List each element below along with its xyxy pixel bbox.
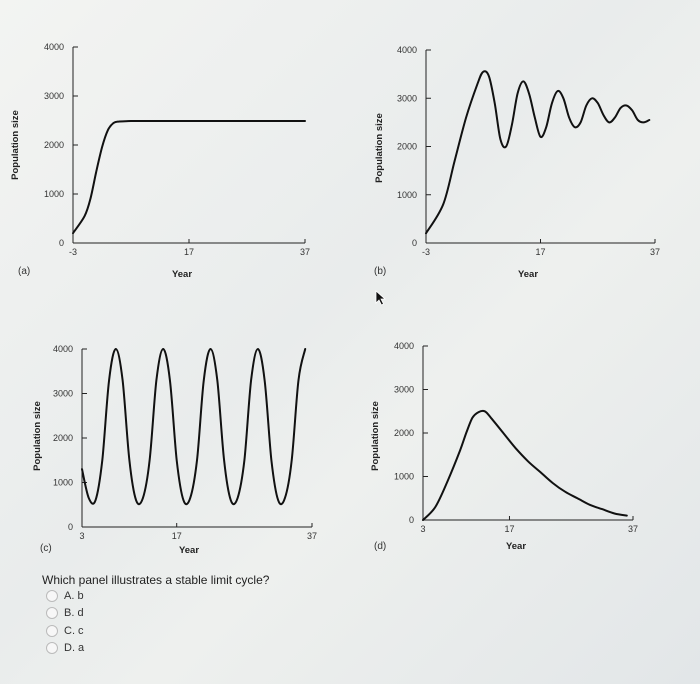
y-axis-title-b: Population size (374, 113, 385, 183)
x-tick-label-a: 17 (184, 247, 194, 257)
y-tick-label-d: 0 (409, 515, 414, 525)
panel-label-c: (c) (40, 543, 52, 554)
y-tick-label-a: 4000 (44, 42, 64, 52)
option-b[interactable]: B. d (46, 605, 84, 621)
y-tick-label-b: 3000 (397, 93, 417, 103)
population-curve-b (425, 70, 651, 235)
option-d[interactable]: D. a (46, 640, 84, 656)
chart-panel-b: 0 1000 2000 3000 4000 -3 17 37 Year Population si… (374, 45, 660, 280)
mouse-cursor-icon (375, 290, 387, 306)
y-tick-label-b: 2000 (397, 142, 417, 152)
panel-label-a: (a) (18, 266, 30, 277)
x-axis-title-a: Year (172, 269, 192, 280)
y-tick-label-c: 1000 (53, 478, 73, 488)
y-tick-label-a: 3000 (44, 91, 64, 101)
option-b-label: B. d (64, 607, 84, 619)
y-tick-label-c: 2000 (53, 433, 73, 443)
option-c[interactable]: C. c (46, 623, 84, 639)
y-tick-label-d: 1000 (394, 472, 414, 482)
x-tick-label-b: -3 (422, 247, 430, 257)
radio-option-c[interactable] (46, 625, 58, 637)
x-axis-title-d: Year (506, 541, 526, 552)
x-tick-label-d: 3 (420, 524, 425, 534)
x-tick-label-c: 3 (79, 531, 84, 541)
x-axis-title-c: Year (179, 545, 199, 556)
y-tick-label-d: 2000 (394, 428, 414, 438)
y-tick-label-c: 4000 (53, 344, 73, 354)
x-tick-label-a: 37 (300, 247, 310, 257)
x-tick-label-c: 17 (172, 531, 182, 541)
y-tick-label-d: 4000 (394, 341, 414, 351)
panel-label-d: (d) (374, 541, 386, 552)
x-tick-label-b: 37 (650, 247, 660, 257)
y-tick-label-c: 0 (68, 522, 73, 532)
population-curve-c (81, 348, 307, 506)
option-d-label: D. a (64, 642, 85, 654)
y-axis-title-a: Population size (10, 110, 21, 180)
option-a-label: A. b (64, 590, 84, 602)
y-tick-label-b: 4000 (397, 45, 417, 55)
panel-label-b: (b) (374, 266, 386, 277)
option-a[interactable]: A. b (46, 588, 84, 604)
y-tick-label-a: 1000 (44, 189, 64, 199)
population-curve-d (422, 409, 628, 521)
x-tick-label-d: 17 (504, 524, 514, 534)
x-tick-label-d: 37 (628, 524, 638, 534)
option-c-label: C. c (64, 625, 84, 637)
x-tick-label-a: -3 (69, 247, 77, 257)
radio-option-d[interactable] (46, 642, 58, 654)
radio-option-a[interactable] (46, 590, 58, 602)
y-axis-title-c: Population size (32, 401, 43, 471)
chart-panel-c: 0 1000 2000 3000 4000 3 17 37 Year Population siz… (32, 344, 317, 556)
y-tick-label-d: 3000 (394, 385, 414, 395)
y-tick-label-a: 2000 (44, 140, 64, 150)
y-tick-label-b: 1000 (397, 190, 417, 200)
population-curve-a (72, 119, 306, 235)
y-tick-label-c: 3000 (53, 389, 73, 399)
y-tick-label-a: 0 (59, 238, 64, 248)
x-axis-title-b: Year (518, 269, 538, 280)
chart-panel-d: 0 1000 2000 3000 4000 3 17 37 Year Population siz… (370, 341, 638, 552)
y-axis-title-d: Population size (370, 401, 381, 471)
y-tick-label-b: 0 (412, 238, 417, 248)
x-tick-label-b: 17 (535, 247, 545, 257)
question-text: Which panel illustrates a stable limit c… (42, 573, 270, 587)
x-tick-label-c: 37 (307, 531, 317, 541)
chart-panel-a: 0 1000 2000 3000 4000 -3 17 37 Year Population si… (10, 42, 310, 280)
radio-option-b[interactable] (46, 607, 58, 619)
